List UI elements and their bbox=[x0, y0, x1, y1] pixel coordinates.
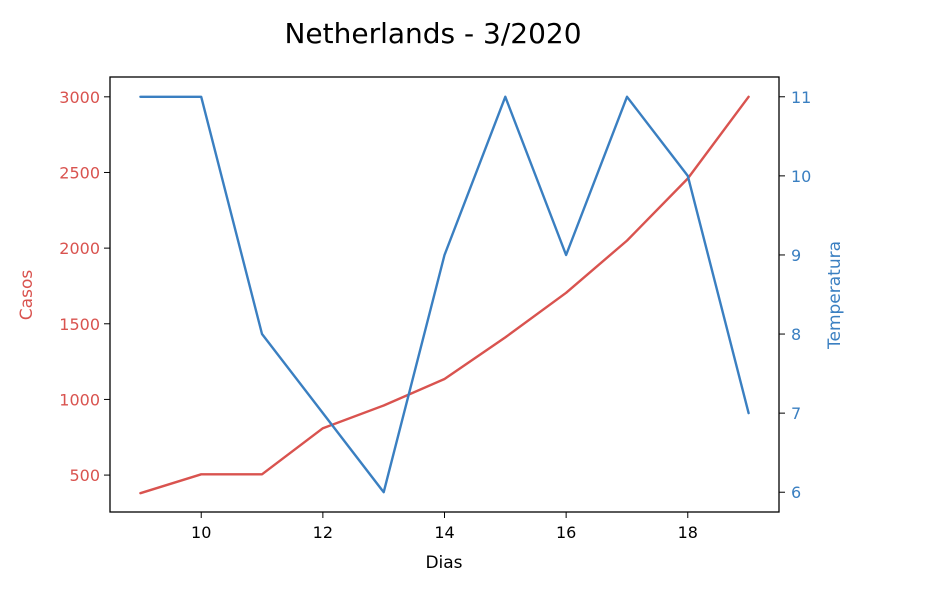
x-axis-label: Dias bbox=[425, 553, 462, 573]
y-left-tick-label: 3000 bbox=[59, 88, 100, 107]
y-right-axis-label: Temperatura bbox=[825, 241, 845, 350]
y-right-tick-label: 9 bbox=[791, 246, 801, 265]
temperatura-series-line bbox=[139, 95, 750, 494]
y-left-axis-label: Casos bbox=[17, 270, 37, 321]
casos-series-line bbox=[139, 95, 750, 495]
y-left-tick-label: 1000 bbox=[59, 390, 100, 409]
y-left-tick-label: 2000 bbox=[59, 239, 100, 258]
series-lines bbox=[139, 95, 750, 495]
y-right-tick-label: 6 bbox=[791, 483, 801, 502]
y-right-tick-label: 10 bbox=[791, 167, 811, 186]
x-tick-label: 12 bbox=[313, 523, 333, 542]
y-right-tick-label: 7 bbox=[791, 404, 801, 423]
x-tick-label: 10 bbox=[191, 523, 211, 542]
y-right-axis-ticks: 6 7 8 9 10 11 bbox=[779, 88, 811, 502]
y-left-tick-label: 2500 bbox=[59, 163, 100, 182]
x-tick-label: 14 bbox=[434, 523, 454, 542]
x-tick-label: 18 bbox=[678, 523, 698, 542]
y-left-tick-label: 500 bbox=[69, 466, 100, 485]
y-right-tick-label: 11 bbox=[791, 88, 811, 107]
y-right-tick-label: 8 bbox=[791, 325, 801, 344]
x-axis-ticks: 10 12 14 16 18 bbox=[191, 512, 698, 542]
chart-title: Netherlands - 3/2020 bbox=[284, 17, 581, 50]
plot-frame bbox=[109, 76, 780, 513]
y-left-axis-ticks: 500 1000 1500 2000 2500 3000 bbox=[59, 88, 110, 485]
x-tick-label: 16 bbox=[556, 523, 576, 542]
y-left-tick-label: 1500 bbox=[59, 315, 100, 334]
